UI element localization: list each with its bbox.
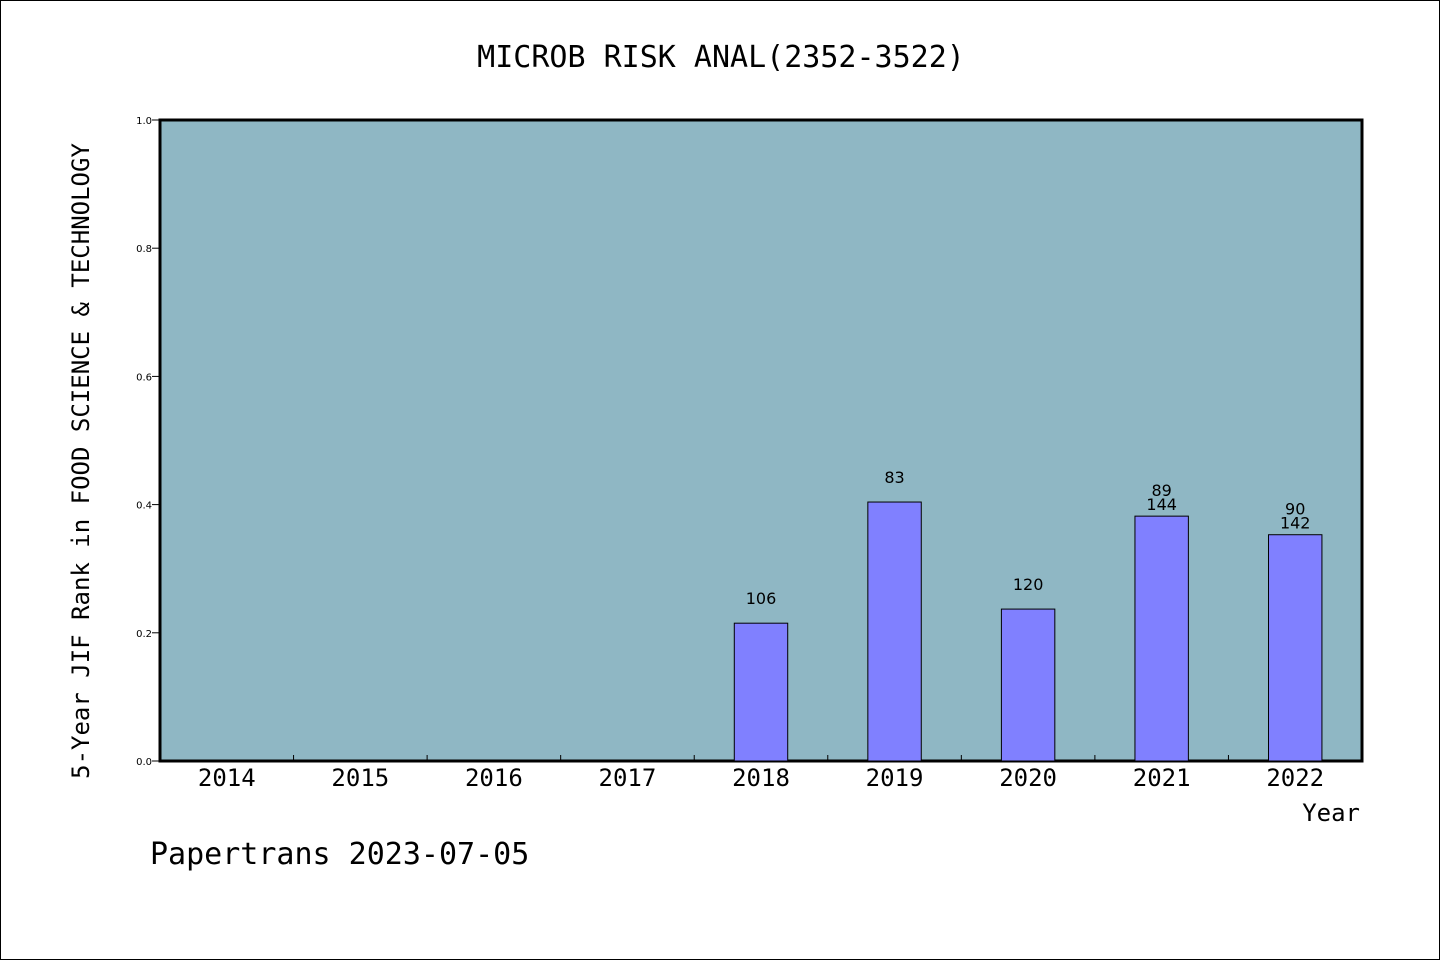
chart-title: MICROB RISK ANAL(2352-3522) xyxy=(477,40,965,75)
bar-2019 xyxy=(867,501,922,762)
x-tick-label: 2014 xyxy=(198,764,256,792)
bar-2021 xyxy=(1134,515,1189,762)
bar-2022 xyxy=(1268,534,1323,762)
x-tick-label: 2022 xyxy=(1266,764,1324,792)
y-axis-label: 5-Year JIF Rank in FOOD SCIENCE & TECHNO… xyxy=(67,143,95,779)
x-tick-label: 2020 xyxy=(999,764,1057,792)
bar-data-label: 144 xyxy=(1146,495,1177,514)
bar-data-label: 120 xyxy=(1013,575,1044,594)
x-tick-label: 2018 xyxy=(732,764,790,792)
x-tick-label: 2015 xyxy=(331,764,389,792)
bar-data-label: 106 xyxy=(746,589,777,608)
x-tick-label: 2021 xyxy=(1133,764,1191,792)
y-tick-label: 1.0 xyxy=(136,116,152,127)
y-tick-label: 0.0 xyxy=(136,757,152,768)
x-axis-label: Year xyxy=(1302,799,1360,827)
x-tick-label: 2017 xyxy=(599,764,657,792)
y-tick-label: 0.2 xyxy=(136,629,152,640)
x-tick-label: 2016 xyxy=(465,764,523,792)
x-tick-label: 2019 xyxy=(866,764,924,792)
bar-data-label: 83 xyxy=(884,468,904,487)
y-tick-label: 0.4 xyxy=(136,501,152,512)
y-tick-label: 0.6 xyxy=(136,372,152,383)
bar-data-label: 90 xyxy=(1285,500,1305,519)
bar-data-label: 142 xyxy=(1280,514,1311,533)
bar-2018 xyxy=(733,622,789,762)
y-axis-ticks: 0.0 0.2 0.4 0.6 0.8 1.0 xyxy=(136,116,160,768)
footer-date-stamp: Papertrans 2023-07-05 xyxy=(150,837,529,872)
x-axis-ticks: 2014 2015 2016 2017 2018 2019 2020 2021 2022 xyxy=(198,755,1324,792)
bars xyxy=(733,501,1323,762)
bar-2020 xyxy=(1000,608,1056,762)
y-tick-label: 0.8 xyxy=(136,244,152,255)
bar-data-label: 89 xyxy=(1151,481,1171,500)
